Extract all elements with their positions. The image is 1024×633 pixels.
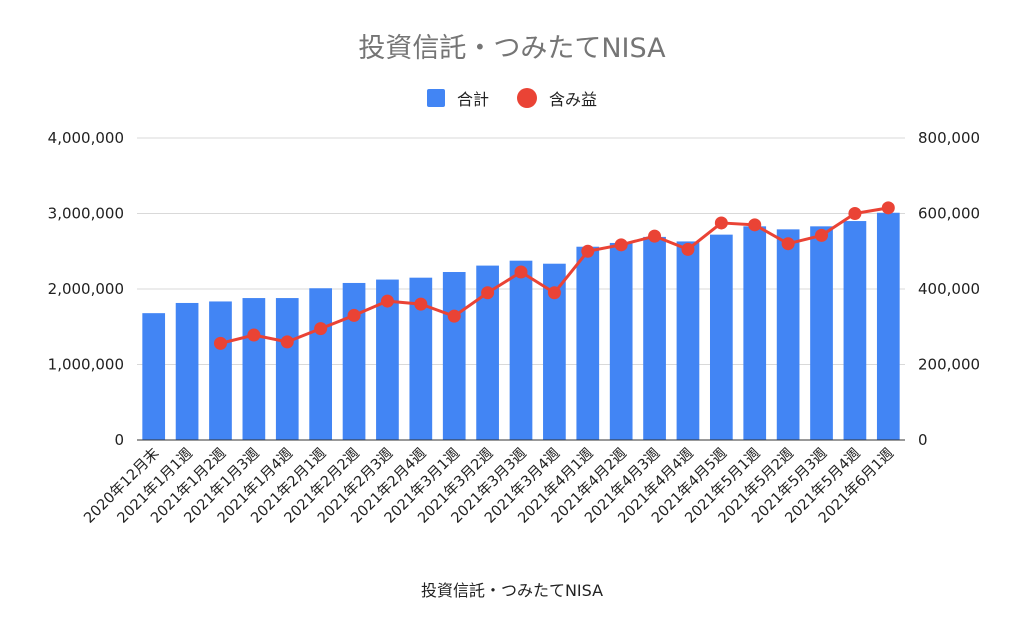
line-point [314, 322, 328, 336]
line-point [247, 328, 261, 342]
bar [476, 265, 499, 440]
bar [175, 302, 199, 440]
bar [342, 282, 366, 440]
legend-swatch-dot [517, 88, 537, 108]
line-point [347, 308, 361, 322]
line-point [414, 297, 428, 311]
legend-label-total: 合計 [456, 90, 489, 109]
x-axis-title: 投資信託・つみたてNISA [420, 581, 604, 600]
line-point [748, 218, 762, 232]
line-point [447, 309, 461, 323]
line-point [714, 216, 728, 230]
line-point [881, 201, 895, 215]
y-left-tick-label: 2,000,000 [48, 280, 124, 298]
legend-swatch-bar [426, 89, 445, 107]
bar [242, 298, 266, 440]
legend-item-unrealized-gain: 含み益 [517, 86, 597, 110]
bar [843, 221, 867, 440]
line-point [681, 242, 695, 256]
y-right-tick-label: 200,000 [918, 356, 980, 374]
bar [609, 242, 633, 440]
bar [376, 279, 399, 440]
bar [543, 263, 566, 440]
bar [810, 226, 833, 440]
line-point [280, 335, 294, 349]
line-point [380, 294, 394, 308]
bar [442, 272, 466, 440]
y-right-tick-label: 800,000 [918, 129, 980, 147]
legend: 合計 含み益 [0, 86, 1024, 110]
bar [709, 234, 733, 440]
y-left-tick-label: 3,000,000 [48, 205, 124, 223]
legend-label-unrealized-gain: 含み益 [549, 90, 598, 109]
bar [576, 246, 600, 440]
line-point [481, 286, 495, 300]
legend-item-total: 合計 [426, 86, 489, 110]
line-point [648, 229, 662, 243]
bar [209, 301, 232, 440]
y-right-tick-label: 600,000 [918, 205, 980, 223]
bar [743, 226, 767, 440]
line-point [547, 286, 561, 300]
line-point [781, 237, 795, 251]
line-point [581, 244, 595, 258]
bar [776, 229, 800, 440]
line-point [514, 265, 528, 279]
bar [876, 212, 900, 440]
bar [142, 313, 166, 440]
y-right-tick-label: 0 [918, 431, 928, 449]
y-left-tick-label: 4,000,000 [48, 129, 124, 147]
y-left-tick-label: 1,000,000 [48, 356, 124, 374]
y-right-tick-label: 400,000 [918, 280, 980, 298]
chart-title: 投資信託・つみたてNISA [358, 33, 666, 64]
bar [309, 288, 333, 440]
bar [676, 241, 700, 440]
line-point [614, 238, 628, 252]
bar [275, 298, 299, 440]
line-point [815, 228, 829, 242]
line-point [848, 207, 862, 220]
bar [409, 277, 433, 440]
y-left-tick-label: 0 [114, 431, 124, 449]
line-point [213, 336, 227, 350]
bar [643, 236, 666, 440]
bar [509, 260, 533, 440]
